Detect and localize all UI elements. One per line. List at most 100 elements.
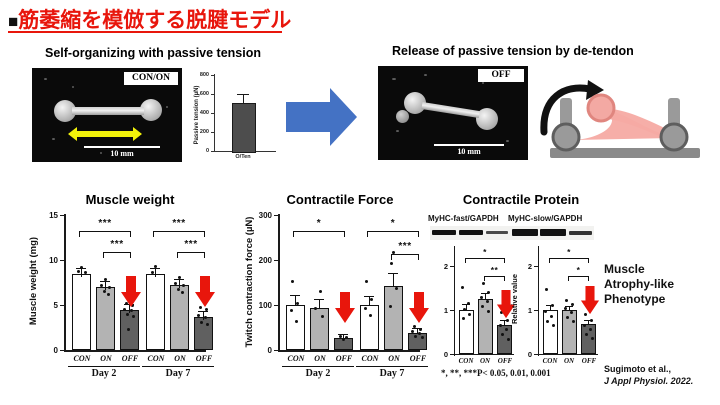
xtick-label: OFF [121, 354, 139, 363]
xtick-label: CON [361, 354, 379, 363]
xtick-label: ON [100, 354, 112, 363]
western-blot-myhc-fast [430, 226, 510, 240]
sig-annotation: * [316, 218, 322, 229]
micrograph-tag-off: OFF [478, 69, 524, 82]
group-label-day2: Day 2 [305, 368, 331, 379]
fast-ytick-2: 2 [443, 262, 448, 271]
table-row [146, 274, 165, 350]
group-label-day2: Day 2 [91, 368, 117, 379]
sig-annotation: *** [398, 241, 412, 252]
passive-ytick-200: 200 [199, 129, 209, 135]
xtick-label: ON [479, 357, 491, 365]
significance-footnote: *, **, ***P< 0.05, 0.01, 0.001 [441, 368, 551, 378]
red-down-arrow-icon [194, 276, 216, 313]
contractile-force-ylabel: Twitch contraction force (µN) [244, 216, 255, 348]
flow-arrow-icon [286, 86, 358, 148]
myhc-slow-ylabel: Relative value [510, 273, 519, 325]
group-label-day7: Day 7 [379, 368, 405, 379]
xtick-label: CON [73, 354, 91, 363]
passive-ytick-800: 800 [199, 72, 209, 78]
schematic-detendon [538, 62, 716, 166]
myhc-slow-blot-label: MyHC-slow/GAPDH [508, 214, 583, 223]
table-row [170, 285, 189, 350]
table-row [96, 287, 115, 350]
micrograph-off: OFF 10 mm [378, 66, 528, 160]
cf-ytick-0: 0 [267, 346, 272, 355]
fast-ytick-1: 1 [443, 306, 448, 315]
xtick-label: ON [174, 354, 186, 363]
chart-passive-tension: Passive tension (µN) 0 200 400 600 800 O… [188, 70, 280, 166]
muscle-weight-ylabel: Muscle weight (mg) [28, 236, 39, 326]
mw-ytick-10: 10 [49, 256, 58, 265]
sig-annotation: * [390, 218, 396, 229]
title-underline [8, 31, 282, 33]
xtick-label: ON [388, 354, 400, 363]
red-down-arrow-icon [496, 290, 516, 324]
cf-ytick-200: 200 [258, 256, 272, 265]
mw-ytick-15: 15 [49, 211, 58, 220]
xtick-label: OFF [409, 354, 427, 363]
citation-authors: Sugimoto et al., [604, 364, 672, 374]
table-row [286, 305, 305, 350]
table-row [360, 305, 379, 350]
xtick-label: OFF [195, 354, 213, 363]
table-row [562, 310, 577, 354]
xtick-label: CON [287, 354, 305, 363]
micrograph-con-on: CON/ON 10 mm [32, 68, 182, 162]
table-row [408, 333, 427, 350]
red-down-arrow-icon [408, 292, 430, 329]
passive-ytick-400: 400 [199, 110, 209, 116]
passive-ytick-0: 0 [205, 148, 209, 154]
red-down-arrow-icon [580, 286, 600, 320]
scale-bar-label: 10 mm [110, 149, 134, 158]
phenotype-line-2: Atrophy-like [604, 277, 675, 291]
micrograph-tag-con-on: CON/ON [124, 72, 178, 85]
myhc-fast-blot-label: MyHC-fast/GAPDH [428, 214, 499, 223]
citation-journal: J Appl Physiol. 2022. [604, 375, 694, 386]
schematic-svg [540, 80, 700, 158]
table-row [194, 317, 213, 350]
phenotype-summary: Muscle Atrophy-like Phenotype [604, 262, 674, 307]
cf-ytick-100: 100 [258, 301, 272, 310]
xtick-label: CON [458, 357, 474, 365]
citation: Sugimoto et al., J Appl Physiol. 2022. [604, 364, 693, 387]
title-bullet-icon: ■ [8, 12, 19, 31]
chart-contractile-force: Contractile Force Twitch contraction for… [238, 192, 438, 392]
red-down-arrow-icon [334, 292, 356, 329]
title-text: 筋萎縮を模倣する脱腱モデル [18, 9, 292, 32]
passive-ytick-600: 600 [199, 91, 209, 97]
sig-annotation: * [483, 247, 487, 257]
passive-tension-xlabel: O/Ten [235, 154, 251, 160]
slow-ytick-2: 2 [527, 262, 532, 271]
slow-ytick-1: 1 [527, 306, 532, 315]
chart-myhc-fast: MyHC-fast/GAPDH 0 1 2 * ** CON ON OFF [428, 214, 520, 384]
western-blot-myhc-slow [510, 226, 594, 240]
heading-contractile-protein: Contractile Protein [462, 192, 580, 207]
sig-annotation: ** [490, 265, 499, 275]
table-row [72, 274, 91, 350]
contractile-force-title: Contractile Force [286, 192, 394, 207]
mw-ytick-0: 0 [53, 346, 58, 355]
xtick-label: OFF [335, 354, 353, 363]
xtick-label: ON [563, 357, 575, 365]
phenotype-line-3: Phenotype [604, 292, 666, 306]
xtick-label: OFF [497, 357, 513, 365]
mw-ytick-5: 5 [53, 301, 58, 310]
slow-ytick-0: 0 [527, 350, 532, 359]
fast-ytick-0: 0 [443, 350, 448, 359]
scale-bar-off: 10 mm [434, 144, 504, 156]
sig-annotation: *** [98, 218, 112, 229]
xtick-label: CON [147, 354, 165, 363]
passive-tension-bar [232, 103, 256, 153]
scale-bar-con-on: 10 mm [84, 146, 160, 158]
xtick-label: OFF [581, 357, 597, 365]
heading-release-tension: Release of passive tension by de-tendon [392, 44, 634, 58]
table-row [310, 308, 329, 350]
sig-annotation: *** [110, 239, 124, 250]
group-label-day7: Day 7 [165, 368, 191, 379]
sig-annotation: *** [184, 239, 198, 250]
length-arrow-icon [68, 127, 142, 141]
page-title: ■筋萎縮を模倣する脱腱モデル [8, 4, 291, 34]
cf-ytick-300: 300 [258, 211, 272, 220]
muscle-weight-title: Muscle weight [85, 192, 175, 207]
